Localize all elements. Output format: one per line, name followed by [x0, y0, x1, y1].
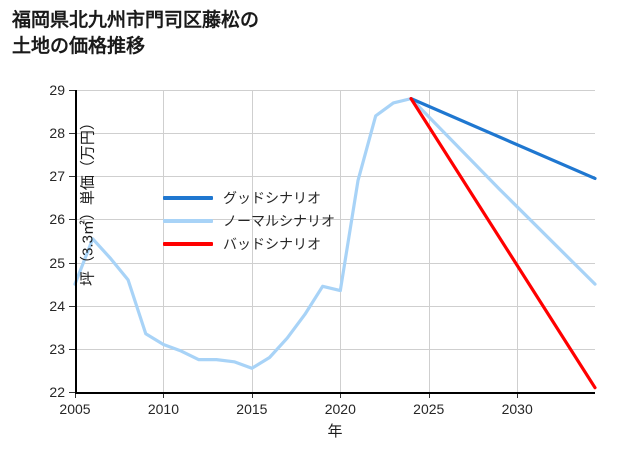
gridline-horizontal — [75, 262, 595, 264]
y-tick-mark — [69, 90, 75, 91]
y-tick-label: 22 — [49, 384, 65, 400]
legend-color-swatch-icon — [163, 241, 213, 246]
series-layer — [73, 97, 597, 390]
legend-label: ノーマルシナリオ — [223, 212, 335, 229]
series-line — [73, 97, 597, 370]
x-tick-label: 2025 — [413, 401, 445, 417]
gridline-vertical — [251, 90, 253, 392]
legend-color-swatch-icon — [163, 218, 213, 223]
x-tick-mark — [163, 392, 165, 398]
gridline-vertical — [517, 90, 519, 392]
y-tick-label: 24 — [49, 297, 65, 314]
gridline-vertical — [428, 90, 430, 392]
x-axis-line — [75, 392, 595, 394]
y-tick-mark — [69, 262, 75, 264]
x-tick-label: 2015 — [236, 401, 268, 417]
gridline-horizontal — [75, 219, 595, 221]
y-tick-mark — [69, 133, 75, 135]
y-tick-label: 23 — [49, 340, 65, 357]
y-tick-label: 29 — [49, 82, 65, 98]
y-tick-label: 28 — [49, 125, 65, 142]
x-tick-mark — [75, 392, 76, 398]
series-line — [409, 97, 597, 181]
legend-color-swatch-icon — [163, 195, 213, 200]
page-title: 福岡県北九州市門司区藤松の 土地の価格推移 — [12, 10, 260, 57]
y-tick-label: 27 — [49, 168, 65, 185]
x-tick-mark — [251, 392, 253, 398]
legend-item-good[interactable]: グッドシナリオ — [163, 186, 393, 209]
x-tick-mark — [517, 392, 519, 398]
gridline-horizontal — [75, 90, 595, 91]
x-tick-label: 2030 — [501, 401, 533, 417]
y-tick-label: 25 — [49, 254, 65, 271]
y-tick-mark — [69, 305, 75, 307]
x-tick-mark — [428, 392, 430, 398]
x-tick-mark — [340, 392, 342, 398]
x-tick-label: 2010 — [147, 401, 179, 417]
gridline-vertical — [163, 90, 165, 392]
series-line — [409, 97, 597, 390]
legend: グッドシナリオ ノーマルシナリオ バッドシナリオ — [163, 186, 393, 255]
plot-area: 22 23 24 25 26 27 28 29 2005 2010 2015 2020 2025 203… — [49, 83, 597, 440]
y-axis-line — [75, 90, 77, 392]
gridline-horizontal — [75, 348, 595, 350]
legend-label: バッドシナリオ — [223, 235, 321, 252]
x-axis-label: 年 — [327, 423, 343, 440]
legend-label: グッドシナリオ — [223, 189, 321, 206]
y-tick-mark — [69, 219, 75, 221]
y-tick-label: 26 — [49, 211, 65, 228]
legend-item-normal[interactable]: ノーマルシナリオ — [163, 209, 393, 232]
x-tick-label: 2005 — [59, 401, 91, 417]
y-axis-label: 坪（3.3㎡）単価（万円） — [79, 115, 97, 286]
y-tick-mark — [69, 176, 75, 178]
y-tick-mark — [69, 348, 75, 350]
gridline-horizontal — [75, 305, 595, 307]
x-tick-label: 2020 — [324, 401, 356, 417]
gridline-vertical — [340, 90, 342, 392]
y-tick-mark — [69, 392, 75, 393]
gridline-horizontal — [75, 176, 595, 178]
gridline-horizontal — [75, 133, 595, 135]
legend-item-bad[interactable]: バッドシナリオ — [163, 232, 393, 255]
